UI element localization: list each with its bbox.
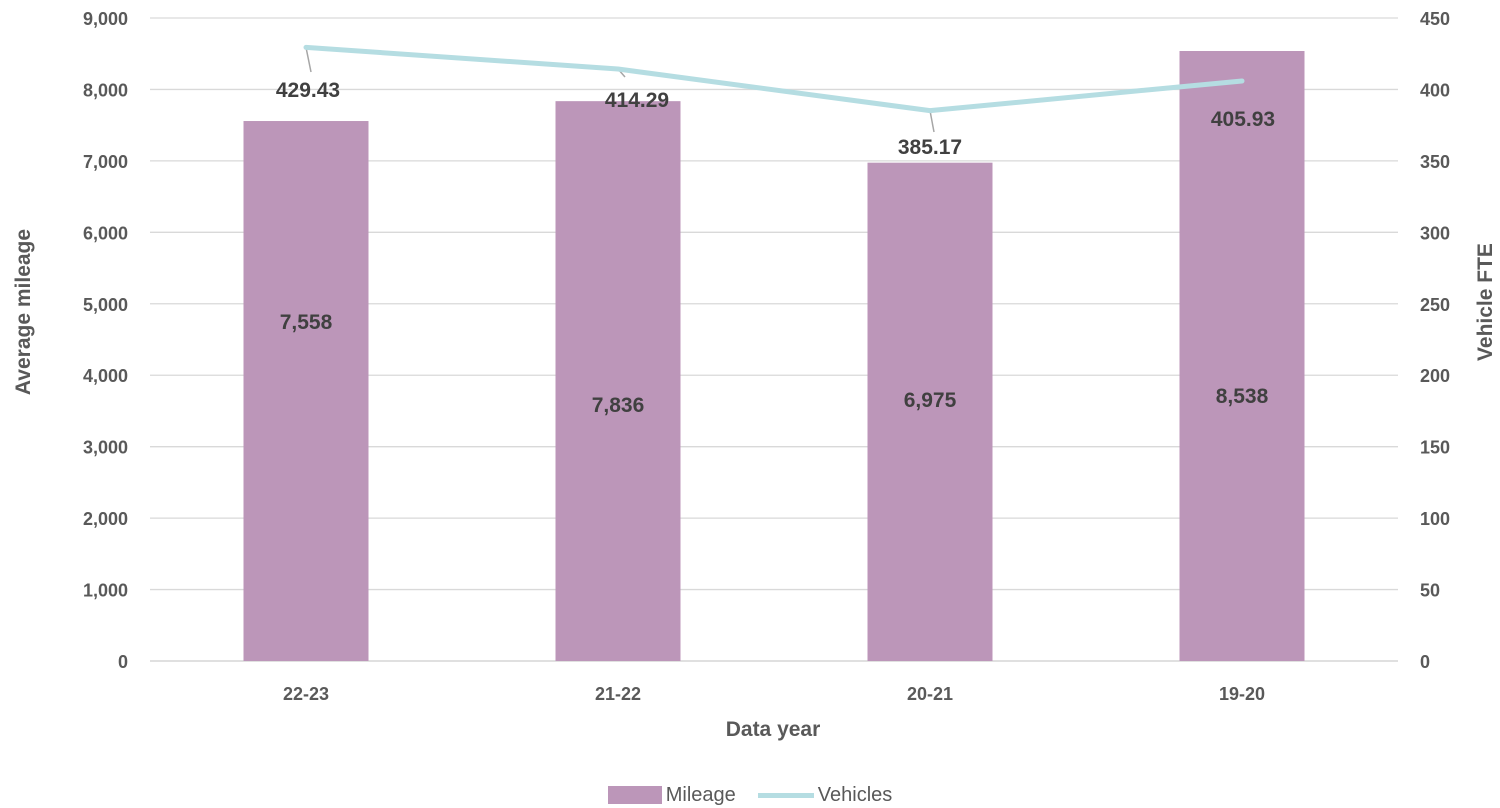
legend-item-vehicles: Vehicles: [757, 783, 893, 807]
vehicles-swatch: [757, 792, 814, 798]
x-tick-label: 21-22: [595, 684, 641, 704]
combo-chart: 7,558 7,836 6,975 8,538 429.43 414.29 385.17 40…: [12, 9, 1497, 741]
y-tick-label: 1,000: [83, 581, 128, 601]
y-tick-label: 5,000: [83, 295, 128, 315]
label-leader-line: [305, 47, 312, 73]
y-tick-label: 3,000: [83, 438, 128, 458]
y-axis-title: Average mileage: [12, 229, 35, 395]
x-axis-title: Data year: [726, 718, 821, 741]
mileage-bar: [867, 162, 993, 662]
data-labels: 7,558 7,836 6,975 8,538 429.43 414.29 385.17 40…: [276, 79, 1275, 417]
mileage-swatch: [607, 786, 662, 804]
y2-tick-label: 400: [1420, 80, 1450, 100]
mileage-bar: [1179, 51, 1305, 662]
y2-tick-label: 0: [1420, 652, 1430, 672]
mileage-bar-label: 6,975: [904, 389, 957, 412]
mileage-bar-label: 7,836: [592, 394, 645, 417]
mileage-bar-label: 7,558: [280, 311, 333, 334]
x-tick-label: 22-23: [283, 684, 329, 704]
vehicles-series-line: [303, 44, 1245, 114]
y2-tick-label: 200: [1420, 366, 1450, 386]
right-axis-ticks: 0 50 100 150 200 250 300 350 400 450: [1420, 9, 1450, 672]
mileage-bar: [555, 101, 681, 662]
y2-tick-label: 100: [1420, 509, 1450, 529]
vehicles-point-label: 429.43: [276, 79, 340, 102]
mileage-bars: [243, 51, 1305, 662]
vehicles-point-label: 405.93: [1211, 108, 1275, 131]
y-tick-label: 0: [118, 652, 128, 672]
vehicles-line: [303, 44, 1245, 114]
x-axis-ticks: 22-23 21-22 20-21 19-20: [283, 684, 1265, 704]
legend-label-mileage: Mileage: [665, 783, 736, 806]
label-leader-line: [929, 110, 935, 133]
mileage-bar: [243, 121, 369, 661]
y2-tick-label: 450: [1420, 9, 1450, 29]
y2-tick-label: 300: [1420, 223, 1450, 243]
x-tick-label: 19-20: [1219, 684, 1265, 704]
y2-tick-label: 150: [1420, 438, 1450, 458]
vehicles-point-label: 385.17: [898, 136, 962, 159]
legend: Mileage Vehicles: [0, 782, 1500, 808]
y2-tick-label: 250: [1420, 295, 1450, 315]
y-tick-label: 6,000: [83, 223, 128, 243]
y2-axis-title: Vehicle FTE: [1474, 243, 1497, 361]
y2-tick-label: 50: [1420, 581, 1440, 601]
mileage-bar-label: 8,538: [1216, 385, 1269, 408]
y2-tick-label: 350: [1420, 152, 1450, 172]
left-axis-ticks: 0 1,000 2,000 3,000 4,000 5,000 6,000 7,000 8,00…: [83, 9, 128, 672]
vehicles-point-label: 414.29: [605, 89, 669, 112]
y-tick-label: 7,000: [83, 152, 128, 172]
x-tick-label: 20-21: [907, 684, 953, 704]
y-tick-label: 2,000: [83, 509, 128, 529]
y-tick-label: 9,000: [83, 9, 128, 29]
y-tick-label: 8,000: [83, 80, 128, 100]
legend-item-mileage: Mileage: [607, 783, 736, 807]
y-tick-label: 4,000: [83, 366, 128, 386]
legend-label-vehicles: Vehicles: [817, 783, 893, 806]
